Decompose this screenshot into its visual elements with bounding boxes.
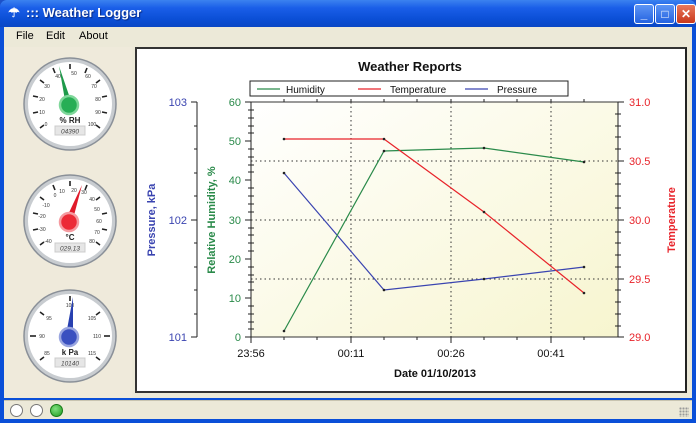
- svg-text:30.5: 30.5: [629, 156, 650, 168]
- svg-text:103: 103: [169, 97, 187, 109]
- svg-text:110: 110: [93, 334, 101, 340]
- svg-text:29.5: 29.5: [629, 274, 650, 286]
- svg-text:0: 0: [235, 332, 241, 344]
- svg-text:20: 20: [71, 188, 77, 194]
- chart-svg: Weather Reports Humidity Temperature Pre…: [146, 59, 678, 380]
- status-led-3: [50, 404, 63, 417]
- svg-text:00:11: 00:11: [338, 348, 365, 360]
- svg-text:102: 102: [169, 215, 187, 227]
- svg-text:40: 40: [55, 74, 61, 80]
- gauge-panel: 0 10 20 30 40 50 60 70 80 90 100 % RH 04390 -40-…: [4, 47, 132, 398]
- status-led-1: [10, 404, 23, 417]
- svg-text:0: 0: [54, 193, 57, 199]
- chart-title: Weather Reports: [358, 59, 462, 74]
- x-axis-label: Date 01/10/2013: [394, 368, 476, 380]
- temperature-readout: 029.13: [60, 246, 80, 253]
- svg-text:115: 115: [88, 351, 96, 357]
- humidity-axis-ticks: 60 50 40 30 20 10 0: [229, 97, 241, 344]
- legend-temperature: Temperature: [390, 85, 447, 96]
- svg-text:23:56: 23:56: [237, 348, 265, 360]
- window-title: ::: Weather Logger: [26, 5, 142, 20]
- svg-text:-40: -40: [44, 239, 51, 245]
- menu-edit[interactable]: Edit: [46, 30, 65, 42]
- pressure-axis-label: Pressure, kPa: [146, 183, 158, 257]
- menu-file[interactable]: File: [16, 30, 34, 42]
- svg-text:30: 30: [44, 84, 50, 90]
- legend-pressure: Pressure: [497, 85, 537, 96]
- humidity-unit: % RH: [60, 116, 81, 125]
- close-button[interactable]: ✕: [676, 4, 696, 24]
- pressure-unit: k Pa: [62, 348, 79, 357]
- pressure-axis-ticks: 103 102 101: [169, 97, 187, 344]
- svg-text:50: 50: [229, 136, 241, 148]
- resize-grip[interactable]: [679, 407, 689, 417]
- svg-text:50: 50: [94, 207, 100, 213]
- weather-logger-icon[interactable]: ☂: [8, 5, 20, 20]
- weather-chart: Weather Reports Humidity Temperature Pre…: [135, 47, 687, 393]
- svg-text:10: 10: [39, 110, 45, 116]
- svg-text:80: 80: [89, 239, 95, 245]
- series-pressure: [283, 172, 585, 291]
- svg-text:00:26: 00:26: [437, 348, 465, 360]
- svg-text:10: 10: [59, 189, 65, 195]
- svg-text:85: 85: [44, 351, 50, 357]
- x-axis-ticks: 23:56 00:11 00:26 00:41: [237, 348, 565, 360]
- pressure-readout: 10140: [61, 361, 79, 368]
- svg-text:-10: -10: [42, 203, 49, 209]
- svg-text:30: 30: [229, 215, 241, 227]
- chart-grid: [251, 102, 618, 337]
- svg-text:60: 60: [229, 97, 241, 109]
- svg-text:40: 40: [89, 197, 95, 203]
- temperature-gauge: -40 -30 -20 -10 010 20 30 40 50 60 70 80 °C 029.1…: [23, 174, 117, 268]
- title-bar[interactable]: ☂ ::: Weather Logger _ □ ✕: [0, 0, 696, 27]
- svg-text:80: 80: [95, 97, 101, 103]
- svg-text:70: 70: [94, 230, 100, 236]
- temperature-axis-label: Temperature: [666, 187, 678, 253]
- svg-text:-30: -30: [38, 227, 45, 233]
- humidity-axis-label: Relative Humidity, %: [206, 166, 218, 274]
- svg-text:40: 40: [229, 175, 241, 187]
- humidity-readout: 04390: [61, 129, 79, 136]
- temperature-unit: °C: [66, 233, 75, 242]
- legend-humidity: Humidity: [286, 85, 325, 96]
- chart-legend: Humidity Temperature Pressure: [249, 80, 569, 97]
- svg-text:90: 90: [39, 334, 45, 340]
- svg-text:95: 95: [46, 316, 52, 322]
- svg-text:30.0: 30.0: [629, 215, 650, 227]
- svg-text:-20: -20: [38, 214, 45, 220]
- svg-text:00:41: 00:41: [537, 348, 565, 360]
- svg-text:101: 101: [169, 332, 187, 344]
- svg-text:60: 60: [85, 74, 91, 80]
- svg-text:20: 20: [229, 254, 241, 266]
- svg-text:105: 105: [88, 316, 97, 322]
- svg-text:60: 60: [96, 219, 102, 225]
- svg-text:29.0: 29.0: [629, 332, 650, 344]
- svg-text:90: 90: [95, 110, 101, 116]
- svg-text:100: 100: [88, 122, 97, 128]
- svg-text:50: 50: [71, 71, 77, 77]
- maximize-button[interactable]: □: [655, 4, 675, 24]
- svg-text:10: 10: [229, 293, 241, 305]
- series-temperature: [284, 138, 585, 294]
- svg-text:0: 0: [45, 122, 48, 128]
- svg-text:30: 30: [81, 190, 87, 196]
- series-humidity: [283, 147, 585, 332]
- svg-text:70: 70: [91, 84, 97, 90]
- menu-about[interactable]: About: [79, 30, 108, 42]
- minimize-button[interactable]: _: [634, 4, 654, 24]
- temperature-axis-ticks: 31.0 30.5 30.0 29.5 29.0: [629, 97, 650, 344]
- svg-text:31.0: 31.0: [629, 97, 650, 109]
- svg-text:20: 20: [39, 97, 45, 103]
- status-bar: [4, 400, 692, 419]
- status-led-2: [30, 404, 43, 417]
- pressure-gauge: 85 90 95 100 105 110 115 k Pa 10140: [23, 289, 117, 383]
- svg-text:100: 100: [66, 303, 75, 309]
- menu-bar: File Edit About: [4, 27, 692, 47]
